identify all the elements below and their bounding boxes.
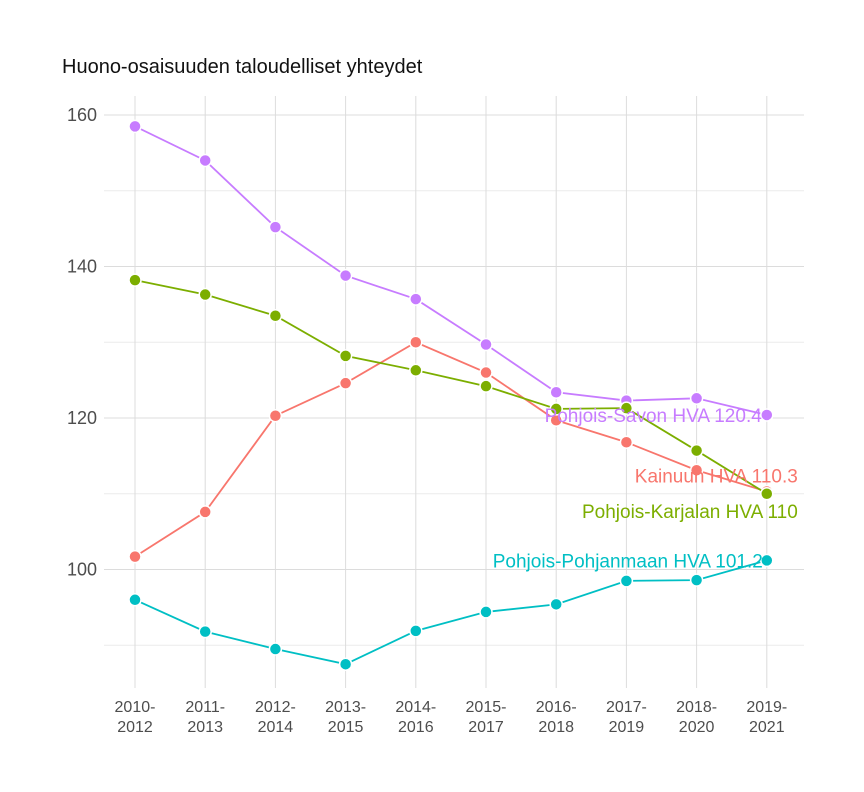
x-tick-label-line: 2015 [328, 719, 364, 736]
x-tick-label-line: 2017- [606, 699, 647, 716]
y-tick-label: 100 [67, 560, 97, 580]
grid [104, 96, 804, 688]
series-group [128, 119, 774, 671]
series-point [409, 292, 423, 306]
x-tick-label-line: 2016 [398, 719, 434, 736]
x-tick-label-line: 2013- [325, 699, 366, 716]
x-tick-label-line: 2019- [746, 699, 787, 716]
series-point [619, 574, 634, 588]
series-point [338, 268, 353, 283]
x-tick-label-line: 2019 [609, 719, 645, 736]
x-tick-label-line: 2014 [258, 719, 294, 736]
series-point [268, 308, 283, 323]
chart-title: Huono-osaisuuden taloudelliset yhteydet [62, 56, 423, 78]
series-point [760, 487, 774, 501]
series-point [268, 642, 283, 656]
series-point [479, 365, 493, 380]
x-tick-label-line: 2021 [749, 719, 785, 736]
series-point [549, 597, 563, 612]
series-point [549, 385, 563, 399]
x-tick-label-line: 2011- [185, 699, 225, 716]
x-tick-label: 2012- 2014 [255, 699, 296, 736]
x-tick-label-line: 2010- [115, 699, 156, 716]
series-line [134, 125, 768, 416]
x-tick-label: 2014- 2016 [395, 699, 436, 736]
x-axis-ticks: 2010- 2012 2011- 2013 2012- 2014 2013- 2015 2014… [115, 699, 788, 736]
series-end-label: Kainuun HVA 110.3 [635, 466, 798, 487]
series-line [134, 341, 768, 558]
series-point [760, 553, 774, 568]
y-tick-label: 120 [67, 408, 97, 428]
x-tick-label-line: 2012 [117, 719, 153, 736]
x-tick-label-line: 2018 [538, 719, 574, 736]
x-tick-label: 2010- 2012 [115, 699, 156, 736]
y-tick-label: 140 [67, 257, 97, 277]
x-tick-label-line: 2020 [679, 719, 715, 736]
series-point [128, 549, 142, 564]
series-point [128, 119, 142, 134]
series-point [689, 573, 704, 587]
y-axis-ticks: 100 120 140 160 [67, 105, 97, 580]
series-point [198, 505, 212, 519]
series-point [409, 335, 423, 349]
series-point [198, 287, 212, 302]
series-point [689, 463, 704, 478]
series-line [134, 559, 768, 666]
series-point [409, 624, 423, 638]
series-line [134, 279, 768, 495]
series-point [619, 435, 634, 449]
x-tick-label-line: 2018- [676, 699, 717, 716]
series-point [268, 408, 283, 423]
series-point [338, 376, 353, 390]
series-point [479, 605, 493, 619]
series-point [409, 363, 423, 378]
series-point [128, 273, 142, 287]
series-end-label: Pohjois-Pohjanmaan HVA 101.2 [493, 551, 763, 572]
x-tick-label: 2017- 2019 [606, 699, 647, 736]
y-tick-label: 160 [67, 105, 97, 125]
x-tick-label: 2018- 2020 [676, 699, 717, 736]
series-point [198, 624, 212, 639]
series-point [338, 349, 353, 363]
x-tick-label: 2016- 2018 [536, 699, 577, 736]
series-labels: Pohjois-Savon HVA 120.4 Kainuun HVA 110.3… [493, 406, 798, 572]
x-tick-label-line: 2017 [468, 719, 504, 736]
series-point [479, 337, 493, 352]
series-point [198, 153, 212, 168]
x-tick-label-line: 2013 [187, 719, 223, 736]
x-tick-label: 2015- 2017 [466, 699, 507, 736]
x-tick-label: 2011- 2013 [185, 699, 225, 736]
series-point [689, 443, 704, 458]
series-point [760, 408, 774, 422]
series-point [268, 220, 283, 234]
series-point [479, 379, 493, 393]
x-tick-label: 2019- 2021 [746, 699, 787, 736]
series-end-label: Pohjois-Savon HVA 120.4 [545, 406, 763, 427]
x-tick-label-line: 2014- [395, 699, 436, 716]
series-end-label: Pohjois-Karjalan HVA 110 [582, 502, 798, 523]
x-tick-label-line: 2012- [255, 699, 296, 716]
series-point [338, 657, 353, 671]
x-tick-label-line: 2015- [466, 699, 507, 716]
series-point [549, 402, 563, 416]
series-point [689, 391, 704, 406]
series-point [128, 593, 142, 607]
x-tick-label-line: 2016- [536, 699, 577, 716]
x-tick-label: 2013- 2015 [325, 699, 366, 736]
series-point [619, 401, 634, 415]
